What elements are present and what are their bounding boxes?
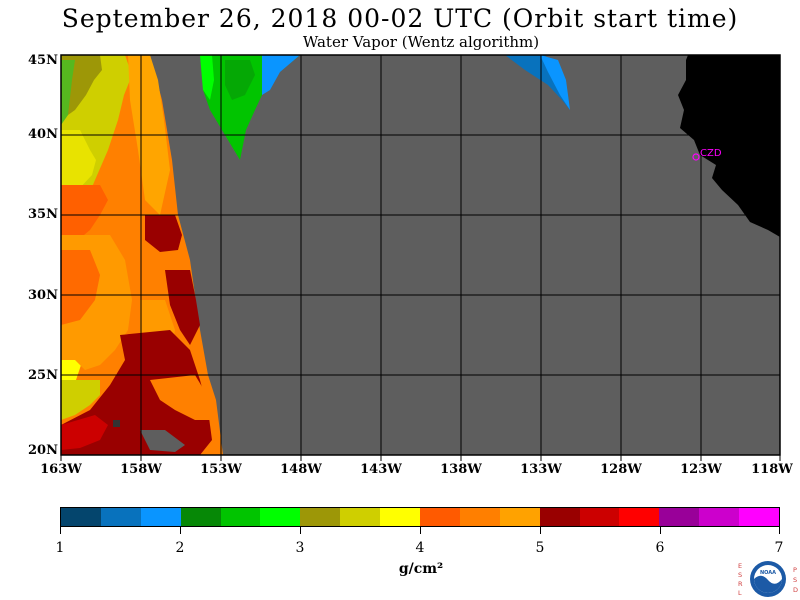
lat-label-25n: 25N — [28, 368, 58, 383]
logo-letter: S — [738, 571, 742, 579]
swath-data-north — [200, 55, 570, 160]
logo-letter: P — [793, 566, 797, 574]
lon-label-123w: 123W — [680, 462, 722, 477]
lon-label-133w: 133W — [520, 462, 562, 477]
lon-label-143w: 143W — [360, 462, 402, 477]
axis-ticks — [60, 455, 781, 461]
color-scale-cell — [140, 508, 181, 526]
color-scale-cell — [459, 508, 500, 526]
land-mass — [678, 55, 780, 237]
color-scale-cell — [579, 508, 620, 526]
scale-label-5: 5 — [535, 540, 545, 556]
logo-letter: D — [793, 586, 798, 594]
color-scale-cell — [61, 508, 101, 526]
lon-label-153w: 153W — [200, 462, 242, 477]
scale-tick — [540, 527, 541, 534]
scale-tick — [420, 527, 421, 534]
scale-tick — [60, 527, 61, 534]
scale-label-3: 3 — [295, 540, 305, 556]
station-label: CZD — [700, 148, 722, 159]
scale-tick — [180, 527, 181, 534]
color-scale-bar — [60, 507, 780, 527]
scale-tick — [300, 527, 301, 534]
noaa-logo: E S R L P S D NOAA — [738, 561, 798, 597]
color-scale-cell — [699, 508, 740, 526]
scale-label-1: 1 — [55, 540, 65, 556]
lon-label-128w: 128W — [600, 462, 642, 477]
color-scale-cell — [220, 508, 261, 526]
swath-data — [61, 55, 223, 455]
color-scale-cell — [180, 508, 221, 526]
graticule — [61, 55, 780, 455]
lat-label-40n: 40N — [28, 127, 58, 142]
lon-label-148w: 148W — [280, 462, 322, 477]
color-scale-cell — [300, 508, 341, 526]
lon-label-163w: 163W — [40, 462, 82, 477]
station-marker — [692, 153, 700, 161]
scale-label-6: 6 — [655, 540, 665, 556]
color-scale-cell — [420, 508, 460, 526]
scale-units: g/cm² — [398, 561, 444, 577]
logo-letter: E — [738, 562, 742, 570]
color-scale-cell — [380, 508, 421, 526]
scale-tick — [779, 527, 780, 534]
color-scale-cell — [659, 508, 700, 526]
logo-emblem-text: NOAA — [760, 570, 776, 576]
lon-label-138w: 138W — [440, 462, 482, 477]
lat-label-30n: 30N — [28, 288, 58, 303]
lat-label-20n: 20N — [28, 443, 58, 458]
color-scale-cell — [619, 508, 660, 526]
map-title: September 26, 2018 00-02 UTC (Orbit star… — [61, 4, 739, 33]
color-scale-cell — [499, 508, 540, 526]
color-scale-cell — [100, 508, 141, 526]
scale-label-4: 4 — [415, 540, 425, 556]
scale-label-7: 7 — [774, 540, 784, 556]
lon-label-158w: 158W — [120, 462, 162, 477]
logo-letter: L — [738, 589, 742, 597]
lat-label-35n: 35N — [28, 207, 58, 222]
scale-label-2: 2 — [175, 540, 185, 556]
map-subtitle: Water Vapor (Wentz algorithm) — [302, 33, 540, 51]
lat-label-45n: 45N — [28, 53, 58, 68]
scale-tick — [660, 527, 661, 534]
color-scale-cell — [260, 508, 301, 526]
logo-letter: R — [738, 580, 743, 588]
logo-letter: S — [793, 576, 797, 584]
color-scale-cell — [739, 508, 780, 526]
lon-label-118w: 118W — [751, 462, 793, 477]
color-scale-cell — [340, 508, 381, 526]
water-vapor-map: CZD — [60, 54, 781, 461]
color-scale-cell — [539, 508, 580, 526]
map-frame — [60, 54, 781, 456]
